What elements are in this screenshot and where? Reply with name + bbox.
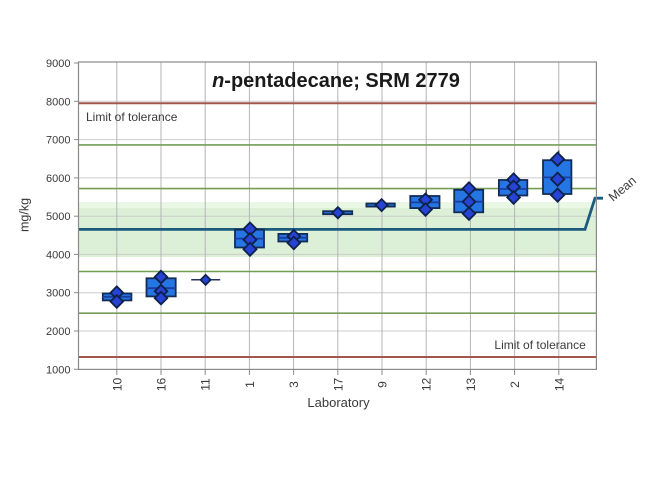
svg-text:n-pentadecane; SRM 2779: n-pentadecane; SRM 2779 <box>212 70 460 92</box>
svg-text:1: 1 <box>243 381 257 388</box>
svg-text:Laboratory: Laboratory <box>307 395 370 410</box>
svg-text:4000: 4000 <box>46 249 70 261</box>
svg-text:9000: 9000 <box>46 58 70 70</box>
svg-text:1000: 1000 <box>46 364 70 376</box>
svg-text:Limit of tolerance: Limit of tolerance <box>494 338 586 352</box>
svg-text:12: 12 <box>420 378 434 392</box>
svg-text:6000: 6000 <box>46 173 70 185</box>
svg-text:2: 2 <box>508 381 522 388</box>
svg-text:3000: 3000 <box>46 288 70 300</box>
svg-text:10: 10 <box>110 378 124 392</box>
svg-text:11: 11 <box>199 378 213 391</box>
svg-text:mg/kg: mg/kg <box>18 198 32 232</box>
svg-text:2000: 2000 <box>46 326 70 338</box>
svg-text:16: 16 <box>155 378 169 392</box>
svg-text:8000: 8000 <box>46 96 70 108</box>
svg-text:7000: 7000 <box>46 135 70 147</box>
svg-text:17: 17 <box>331 378 345 392</box>
svg-text:14: 14 <box>552 378 566 392</box>
svg-text:5000: 5000 <box>46 211 70 223</box>
svg-text:9: 9 <box>376 381 390 388</box>
svg-text:Limit of tolerance: Limit of tolerance <box>86 110 178 124</box>
svg-text:13: 13 <box>464 378 478 392</box>
svg-text:3: 3 <box>287 381 301 388</box>
